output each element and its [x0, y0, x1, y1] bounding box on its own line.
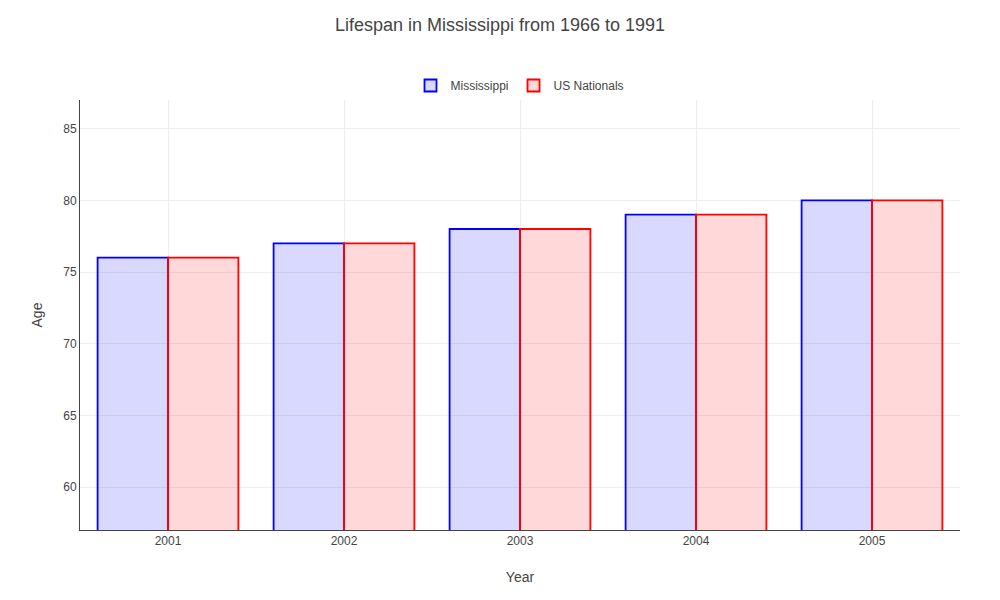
svg-text:60: 60 [63, 480, 77, 494]
svg-text:Lifespan in Mississippi from 1: Lifespan in Mississippi from 1966 to 199… [335, 15, 665, 35]
svg-text:US Nationals: US Nationals [554, 79, 624, 93]
svg-text:2004: 2004 [683, 534, 710, 548]
svg-text:70: 70 [63, 337, 77, 351]
svg-text:65: 65 [63, 409, 77, 423]
svg-text:Mississippi: Mississippi [451, 79, 509, 93]
svg-text:2001: 2001 [155, 534, 182, 548]
svg-text:2002: 2002 [331, 534, 358, 548]
svg-text:Year: Year [506, 569, 535, 585]
svg-text:2005: 2005 [859, 534, 886, 548]
svg-text:85: 85 [63, 122, 77, 136]
svg-text:Age: Age [29, 302, 45, 327]
svg-text:80: 80 [63, 194, 77, 208]
svg-text:75: 75 [63, 265, 77, 279]
svg-text:2003: 2003 [507, 534, 534, 548]
